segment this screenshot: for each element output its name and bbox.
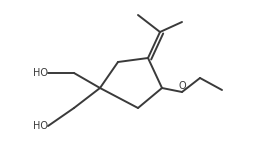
- Text: HO: HO: [33, 121, 48, 131]
- Text: HO: HO: [33, 68, 48, 78]
- Text: O: O: [178, 81, 186, 91]
